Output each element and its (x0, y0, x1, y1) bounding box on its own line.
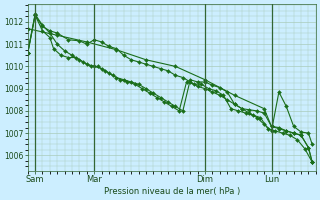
X-axis label: Pression niveau de la mer( hPa ): Pression niveau de la mer( hPa ) (104, 187, 240, 196)
